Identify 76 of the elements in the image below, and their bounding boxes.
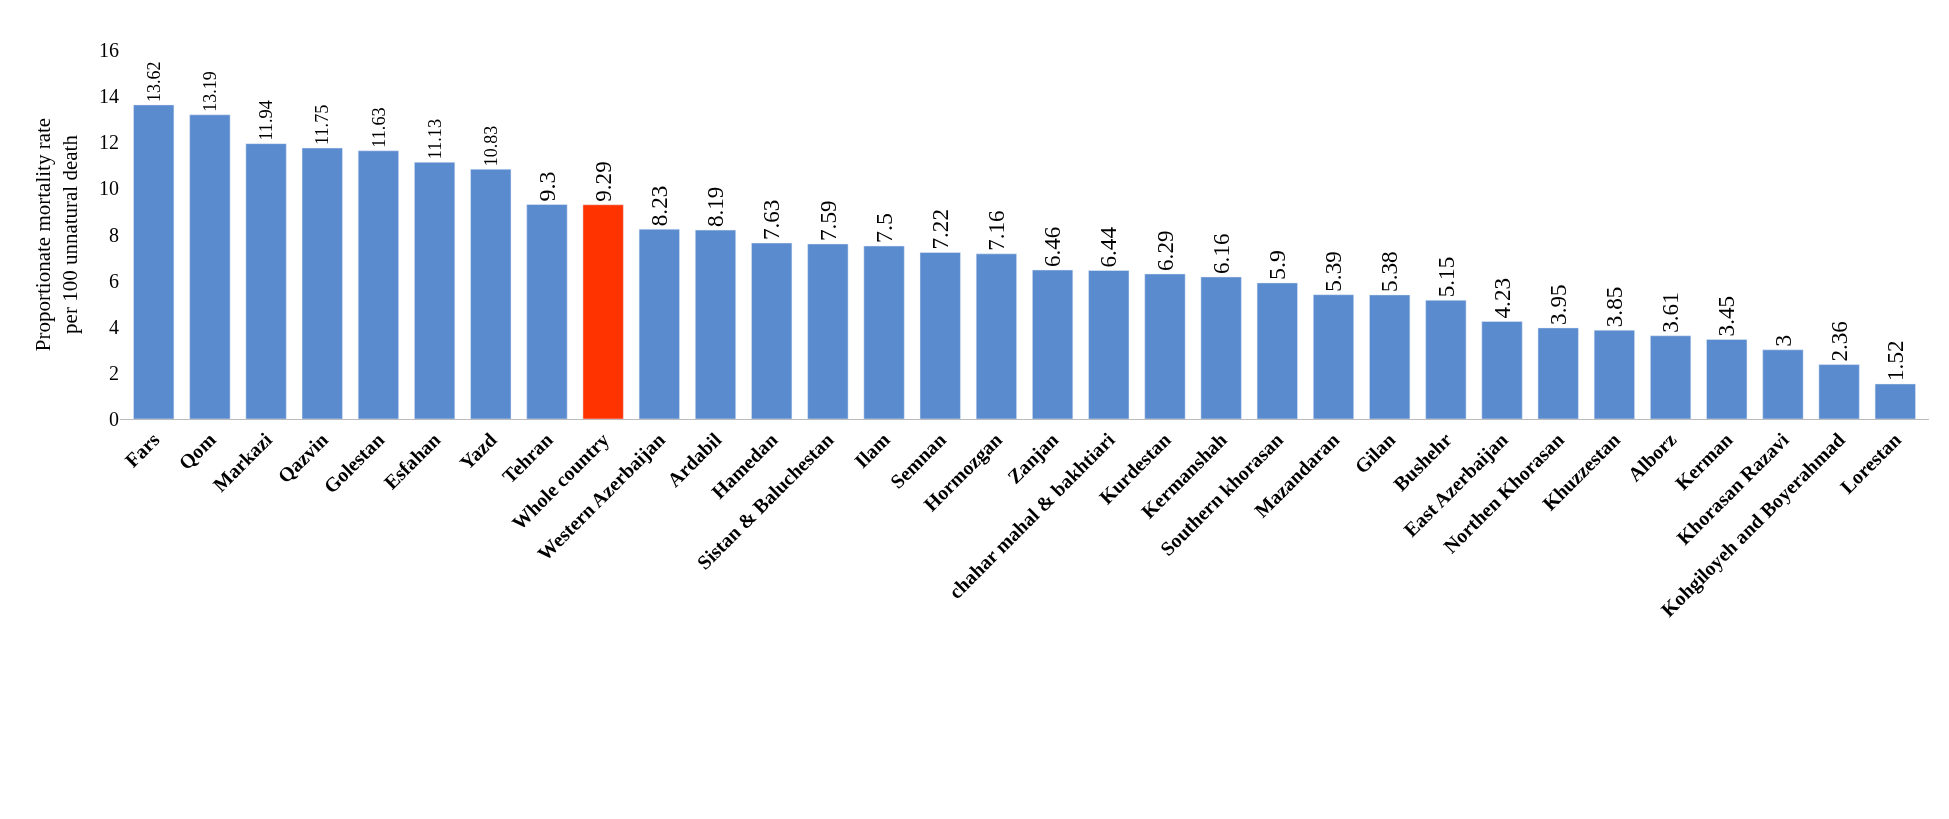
data-label: 13.19 (199, 71, 220, 112)
y-tick-label: 4 (109, 315, 119, 338)
bar (1537, 327, 1579, 419)
data-label: 11.94 (256, 100, 277, 141)
data-label: 3.61 (1657, 292, 1684, 333)
data-label: 11.63 (368, 107, 389, 148)
data-label: 3.85 (1601, 286, 1628, 328)
data-label: 8.23 (646, 185, 673, 227)
data-label: 7.5 (871, 213, 898, 244)
bar (1144, 273, 1186, 419)
data-label: 3.45 (1713, 295, 1740, 337)
data-label: 9.29 (589, 161, 616, 202)
bar (1762, 349, 1804, 419)
bar (695, 229, 736, 419)
data-label: 7.22 (926, 209, 953, 250)
bar (1818, 364, 1860, 419)
bar (1200, 276, 1242, 419)
bar (1088, 270, 1130, 419)
data-label: 6.46 (1039, 226, 1066, 268)
bar (751, 242, 793, 419)
bar (1593, 329, 1635, 419)
bar (189, 114, 231, 419)
bar (1313, 294, 1354, 419)
data-label: 8.19 (702, 186, 729, 228)
data-label: 7.59 (814, 200, 841, 241)
y-tick-label: 8 (109, 223, 119, 246)
data-label: 6.44 (1095, 226, 1122, 268)
x-tick-label: Ilam (850, 428, 895, 473)
y-tick-label: 16 (99, 39, 119, 61)
bar (1032, 269, 1074, 419)
bar (133, 104, 175, 419)
bar (582, 204, 624, 419)
y-tick-label: 14 (99, 85, 119, 108)
bar (807, 243, 849, 419)
bar (1650, 335, 1692, 419)
data-label: 5.9 (1264, 249, 1291, 280)
data-label: 5.38 (1376, 251, 1403, 292)
data-label: 3 (1769, 334, 1796, 347)
bar (1369, 294, 1411, 419)
bar (470, 168, 512, 419)
data-label: 6.16 (1207, 233, 1234, 274)
bar (301, 147, 343, 419)
data-label: 11.13 (424, 118, 445, 160)
y-tick-label: 10 (99, 177, 119, 200)
data-label: 10.83 (480, 125, 501, 167)
bar (638, 228, 680, 419)
data-label: 6.29 (1151, 230, 1178, 271)
data-label: 9.3 (533, 171, 560, 202)
data-label: 1.52 (1882, 340, 1908, 381)
bar (863, 245, 905, 419)
data-label: 5.15 (1432, 256, 1459, 298)
bar (1706, 339, 1748, 419)
data-label: 5.39 (1320, 251, 1347, 292)
data-label: 3.95 (1544, 284, 1571, 325)
bar (245, 143, 287, 419)
data-label: 7.63 (758, 199, 785, 241)
y-tick-label: 2 (109, 361, 119, 384)
bar (357, 150, 399, 419)
bar (1874, 383, 1916, 419)
x-tick-label: Fars (120, 428, 164, 472)
y-tick-label: 0 (109, 408, 119, 430)
bar (1425, 299, 1467, 419)
bar (1256, 282, 1298, 419)
bar (526, 204, 568, 419)
bar (919, 252, 961, 419)
data-label: 7.16 (983, 210, 1010, 251)
bar (975, 253, 1017, 419)
data-label: 2.36 (1825, 321, 1852, 362)
bar (1481, 321, 1523, 419)
y-tick-label: 6 (109, 269, 119, 292)
data-label: 13.62 (143, 61, 164, 102)
data-label: 4.23 (1488, 278, 1515, 319)
bar (414, 162, 456, 419)
data-label: 11.75 (312, 104, 333, 146)
y-axis-title: Proportionate mortality rate per 100 unnatural death (30, 117, 83, 352)
y-tick-label: 12 (99, 131, 119, 154)
